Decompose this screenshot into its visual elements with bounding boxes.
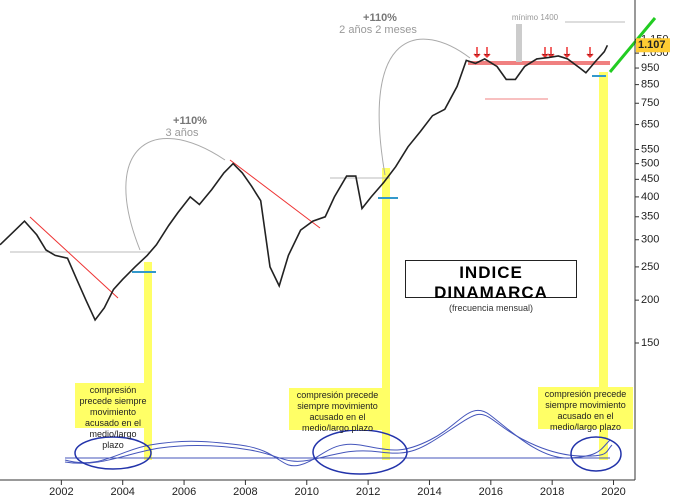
x-tick-label: 2012 bbox=[356, 486, 380, 498]
highlight-band bbox=[599, 72, 608, 460]
compression-ellipse bbox=[570, 436, 622, 472]
y-tick-label: 850 bbox=[641, 79, 659, 91]
x-tick-label: 2018 bbox=[540, 486, 564, 498]
last-value-tag bbox=[636, 38, 670, 53]
x-tick-label: 2014 bbox=[417, 486, 441, 498]
y-tick-label: 300 bbox=[641, 234, 659, 246]
x-tick-label: 2008 bbox=[233, 486, 257, 498]
y-tick-label: 950 bbox=[641, 62, 659, 74]
x-tick-label: 2002 bbox=[49, 486, 73, 498]
curve-arrow bbox=[125, 137, 226, 251]
y-tick-label: 500 bbox=[641, 158, 659, 170]
x-tick-label: 2020 bbox=[601, 486, 625, 498]
price-line bbox=[0, 44, 609, 322]
trendline bbox=[29, 216, 119, 299]
x-tick-label: 2010 bbox=[295, 486, 319, 498]
note-box: compresión precede siempre movimiento ac… bbox=[538, 387, 633, 432]
y-tick-label: 550 bbox=[641, 143, 659, 155]
trendline bbox=[229, 159, 321, 229]
annotation: +110% bbox=[173, 115, 207, 127]
compression-ellipse bbox=[74, 436, 152, 470]
oscillator bbox=[64, 409, 613, 467]
note-box: compresión precede siempre movimiento ac… bbox=[75, 383, 151, 450]
annotation: 2 años 2 meses bbox=[339, 24, 417, 36]
annotation: 3 años bbox=[165, 127, 199, 139]
y-tick-label: 400 bbox=[641, 191, 659, 203]
y-tick-label: 150 bbox=[641, 337, 659, 349]
note-box: compresión precede siempre movimiento ac… bbox=[289, 388, 386, 433]
x-tick-label: 2004 bbox=[110, 486, 134, 498]
top-arrows bbox=[473, 47, 594, 59]
x-tick-label: 2006 bbox=[172, 486, 196, 498]
y-tick-label: 350 bbox=[641, 211, 659, 223]
y-tick-label: 250 bbox=[641, 261, 659, 273]
compression-ellipse bbox=[312, 429, 408, 475]
x-tick-label: 2016 bbox=[479, 486, 503, 498]
curve-arrow bbox=[378, 38, 471, 176]
y-tick-label: 450 bbox=[641, 173, 659, 185]
highlight-band bbox=[382, 168, 390, 460]
projection-arrow bbox=[608, 17, 657, 73]
highlight-band bbox=[144, 262, 152, 460]
last-value-label: 1.107 bbox=[638, 39, 666, 51]
y-tick-label: 200 bbox=[641, 294, 659, 306]
chart-subtitle: (frecuencia mensual) bbox=[448, 303, 534, 313]
target-bar bbox=[516, 24, 522, 62]
y-tick-label: 750 bbox=[641, 97, 659, 109]
annotation: +110% bbox=[363, 12, 397, 24]
title-box: INDICE DINAMARCA (frecuencia mensual) bbox=[405, 260, 577, 313]
y-tick-label: 650 bbox=[641, 118, 659, 130]
chart-title: INDICE DINAMARCA bbox=[434, 263, 548, 302]
annotation: mínimo 1400 bbox=[512, 13, 559, 22]
